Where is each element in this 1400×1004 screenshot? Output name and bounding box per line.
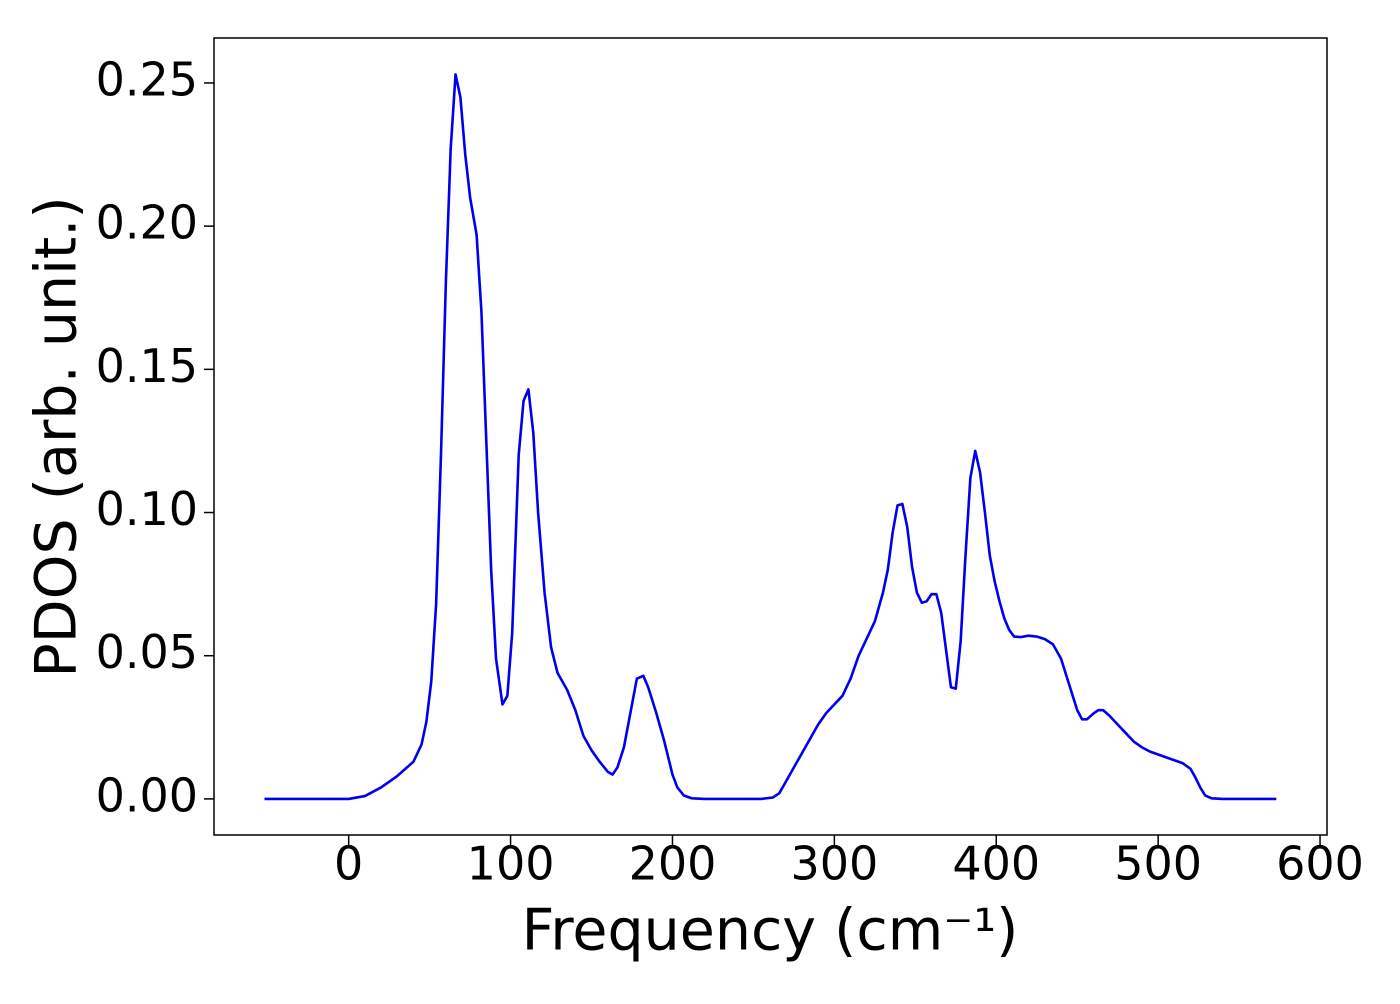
x-tick-label: 600	[1276, 837, 1364, 891]
y-tick-label: 0.05	[96, 625, 198, 679]
x-tick-label: 500	[1114, 837, 1202, 891]
y-tick-label: 0.15	[96, 339, 198, 393]
data-line	[264, 73, 1277, 801]
x-axis-label: Frequency (cm⁻¹)	[522, 898, 1019, 964]
y-tick-label: 0.10	[96, 482, 198, 536]
plot-frame	[213, 37, 1328, 836]
y-tick-label: 0.25	[96, 52, 198, 106]
x-tick-label: 100	[467, 837, 555, 891]
y-tick-label: 0.20	[96, 196, 198, 250]
x-tick-label: 400	[952, 837, 1040, 891]
x-tick-label: 0	[334, 837, 363, 891]
x-tick-label: 200	[629, 837, 717, 891]
x-tick-label: 300	[790, 837, 878, 891]
y-tick-label: 0.00	[96, 768, 198, 822]
y-axis-label: PDOS (arb. unit.)	[24, 196, 90, 677]
